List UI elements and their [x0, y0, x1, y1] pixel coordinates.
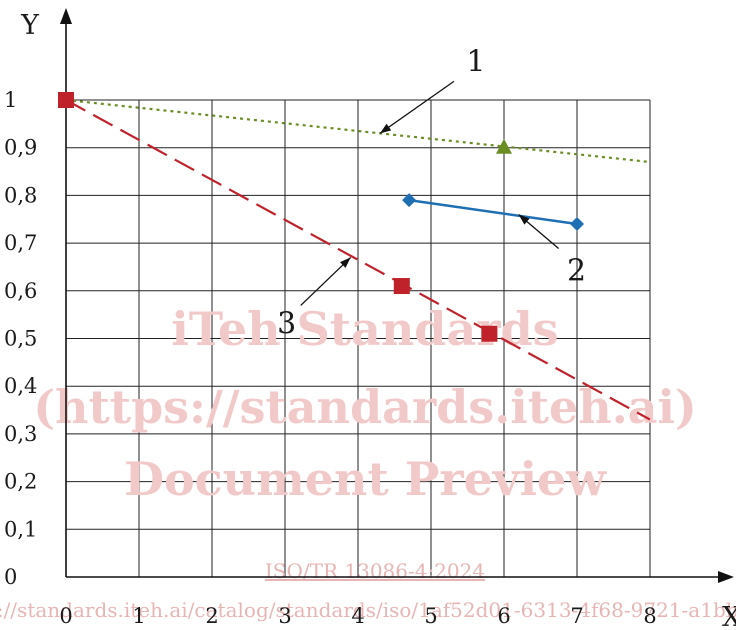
series-3-marker — [481, 325, 498, 342]
watermark-line-1: iTeh Standards — [171, 302, 558, 356]
y-tick-label: 0,6 — [4, 279, 37, 303]
y-axis-label: Y — [20, 10, 40, 41]
watermark-line-2: (https://standards.iteh.ai) — [33, 380, 697, 434]
callout-2-label: 2 — [567, 253, 586, 288]
tick-labels: 0 1 2 3 4 5 6 7 8 0 0,1 0,2 0,3 0,4 0,5 0,6 0,7 0,8 0,9 1 — [4, 88, 657, 628]
grid — [66, 99, 651, 577]
series-2-line — [408, 198, 578, 226]
y-axis-arrow — [60, 8, 72, 24]
y-tick-label: 0,3 — [4, 422, 37, 446]
y-tick-label: 0,2 — [4, 470, 37, 494]
x-tick-label: 1 — [132, 604, 145, 628]
y-tick-label: 0,4 — [4, 374, 37, 398]
callout-2-arrowhead — [518, 214, 530, 225]
callout-3-arrowhead — [339, 257, 351, 268]
y-tick-label: 0,8 — [4, 183, 37, 207]
series-3-marker — [58, 92, 74, 108]
callout-3-label: 3 — [277, 306, 296, 341]
x-tick-label: 0 — [59, 604, 72, 628]
watermark-line-3: Document Preview — [124, 452, 607, 506]
x-tick-label: 2 — [205, 604, 218, 628]
x-axis-arrow — [718, 571, 734, 583]
x-tick-label: 4 — [351, 604, 364, 628]
series-3-line — [65, 99, 651, 421]
watermark-doc-id[interactable]: ISO/TR 13086-4:2024 — [265, 559, 485, 583]
x-tick-label: 7 — [570, 604, 583, 628]
callout-1-arrowhead — [379, 123, 392, 134]
y-tick-label: 1 — [4, 88, 17, 112]
x-tick-label: 6 — [497, 604, 510, 628]
callout-1-label: 1 — [466, 44, 485, 79]
callout-3-leader — [300, 256, 352, 306]
y-tick-label: 0,1 — [4, 517, 37, 541]
callouts: 1 2 3 — [277, 44, 586, 341]
series-layer — [58, 92, 651, 421]
y-tick-label: 0,7 — [4, 231, 37, 255]
y-tick-label: 0 — [4, 565, 17, 589]
callout-1-leader — [379, 80, 455, 134]
x-tick-label: 5 — [424, 604, 437, 628]
series-3-marker — [393, 278, 410, 295]
y-tick-label: 0,9 — [4, 136, 37, 160]
watermark: iTeh Standards (https://standards.iteh.a… — [0, 302, 736, 622]
y-tick-label: 0,5 — [4, 327, 37, 351]
series-2-marker — [570, 217, 584, 232]
axes — [60, 8, 734, 583]
series-2-marker — [402, 193, 417, 208]
x-axis-label: X — [722, 602, 736, 630]
x-tick-label: 3 — [278, 604, 291, 628]
watermark-url[interactable]: https://standards.iteh.ai/catalog/standa… — [0, 598, 736, 622]
series-1-marker — [496, 138, 512, 154]
x-tick-label: 8 — [643, 604, 656, 628]
